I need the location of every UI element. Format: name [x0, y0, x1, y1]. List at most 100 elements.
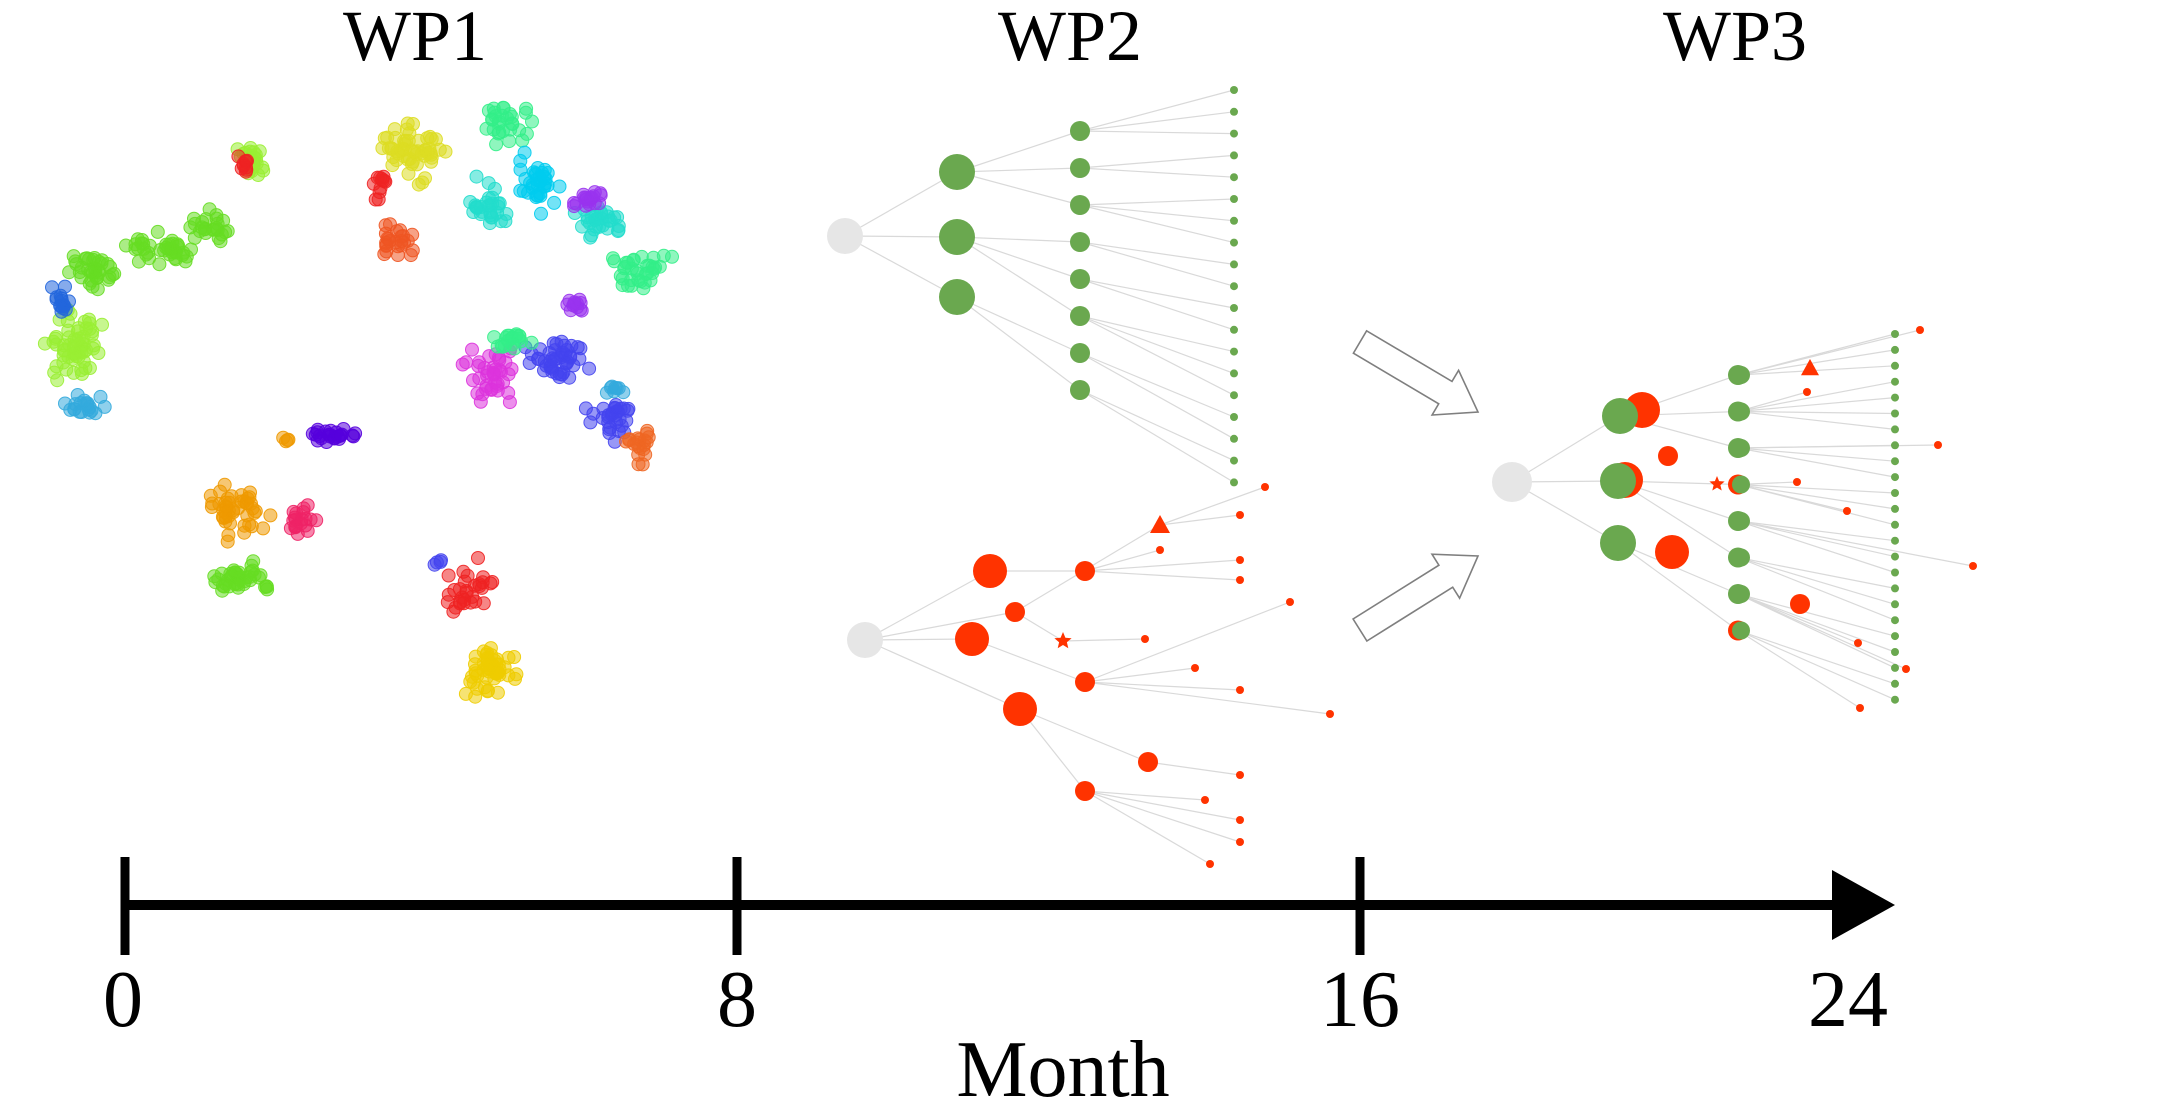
- wp2-red-tree-level3-node-10: [1236, 771, 1244, 779]
- wp2-green-tree-edge-8: [956, 236, 1081, 317]
- wp2-green-tree-level3-node-12: [1230, 347, 1238, 356]
- wp3-merged-tree-level2-node-18: [1709, 476, 1725, 491]
- scatter-point-532: [566, 358, 581, 373]
- wp2-red-tree-level1-node-3: [1005, 602, 1025, 622]
- wp3-merged-tree-level2-node-10: [1732, 439, 1750, 457]
- scatter-point-214: [54, 291, 69, 306]
- wp3-merged-tree-edge-19: [1737, 447, 1896, 462]
- wp2-green-tree-edge-27: [1079, 352, 1235, 440]
- wp3-merged-tree-level3-node-31: [1902, 665, 1910, 673]
- scatter-point-573: [471, 358, 486, 373]
- wp3-merged-tree-level2-node-13: [1732, 548, 1750, 567]
- wp2-red-tree-level2-node-1: [1075, 672, 1095, 692]
- wp2-red-tree-edge-6: [971, 638, 1086, 683]
- wp2-red-tree-level3-node-1: [1236, 511, 1244, 519]
- wp3-merged-tree-level3-node-28: [1843, 507, 1851, 515]
- wp3-merged-tree-level3-node-5: [1891, 409, 1899, 418]
- scatter-point-135: [82, 252, 96, 267]
- scatter-point-496: [582, 361, 597, 376]
- scatter-point-742: [205, 496, 220, 511]
- wp2-green-tree-edge-12: [1079, 111, 1235, 132]
- wp2-red-tree-level3-node-5: [1286, 598, 1294, 606]
- scatter-point-885: [468, 663, 483, 678]
- wp2-green-tree-level1-node-1: [939, 219, 975, 255]
- wp2-red-tree-level3-node-13: [1236, 838, 1244, 846]
- wp3-merged-tree-edge-31: [1737, 593, 1896, 653]
- wp3-merged-tree-level3-node-26: [1934, 441, 1942, 449]
- wp2-green-tree-level3-node-6: [1230, 216, 1238, 225]
- scatter-point-288: [417, 148, 432, 163]
- scatter-point-24: [256, 163, 271, 178]
- wp2-green-tree-level1-node-2: [939, 279, 975, 315]
- scatter-point-592: [490, 339, 505, 354]
- wp2-green-tree-level3-node-9: [1230, 282, 1238, 291]
- wp2-green-tree-level3-node-8: [1230, 260, 1238, 269]
- scatter-point-384: [547, 195, 562, 210]
- scatter-point-442: [665, 249, 679, 264]
- wp3-merged-tree-edge-22: [1737, 483, 1896, 510]
- scatter-point-69: [150, 224, 165, 239]
- wp3-merged-tree-level3-node-17: [1891, 600, 1899, 609]
- scatter-point-287: [438, 144, 453, 159]
- scatter-point-286: [384, 141, 399, 156]
- wp3-merged-tree-level3-node-8: [1891, 457, 1899, 466]
- wp2-red-tree-edge-3: [864, 611, 1016, 641]
- wp2-tree-diagrams: [827, 86, 1334, 868]
- wp2-green-tree-edge-13: [1079, 130, 1235, 135]
- wp2-red-tree-edge-13: [1084, 559, 1241, 572]
- wp2-green-tree-level3-node-11: [1230, 325, 1238, 334]
- wp3-merged-tree-level3-node-29: [1969, 562, 1977, 570]
- scatter-point-704: [312, 429, 327, 443]
- scatter-point-530: [531, 351, 546, 366]
- wp3-merged-tree-level3-node-2: [1891, 361, 1899, 370]
- wp3-merged-tree-level1-node-3: [1600, 463, 1636, 499]
- wp2-green-tree-edge-11: [1079, 89, 1235, 132]
- wp3-merged-tree-edge-29: [1737, 556, 1896, 621]
- scatter-point-273: [385, 158, 400, 173]
- wp2-red-tree-edge-16: [1062, 638, 1146, 642]
- wp3-merged-tree-edge-41: [1737, 593, 1859, 644]
- scatter-point-557: [466, 373, 480, 388]
- wp2-red-tree-level3-node-0: [1261, 483, 1269, 491]
- wp3-merged-tree-level3-node-22: [1891, 679, 1899, 688]
- wp3-merged-tree-level3-node-14: [1891, 552, 1899, 561]
- scatter-point-562: [478, 381, 493, 396]
- wp3-merged-tree-level1-node-6: [1658, 446, 1678, 466]
- wp3-merged-tree-level2-node-17: [1801, 359, 1819, 376]
- wp2-red-tree-level3-node-7: [1191, 664, 1199, 672]
- scatter-point-101: [152, 257, 167, 272]
- scatter-point-894: [492, 667, 507, 682]
- wp3-merged-tree-edge-12: [1737, 349, 1896, 376]
- wp2-green-tree-level3-node-0: [1230, 86, 1238, 94]
- scatter-point-808: [207, 569, 222, 584]
- scatter-point-738: [242, 517, 257, 532]
- wp2-red-tree-edge-21: [1084, 790, 1206, 801]
- scatter-point-326: [377, 173, 392, 188]
- scatter-point-39: [238, 154, 253, 169]
- wp2-green-tree-level3-node-1: [1230, 107, 1238, 116]
- wp3-merged-tree-level1-node-1: [1602, 398, 1638, 434]
- wp2-green-tree-level3-node-17: [1230, 456, 1238, 465]
- wp3-merged-tree-level2-node-11: [1732, 475, 1750, 494]
- wp2-red-tree-level2-node-0: [1075, 561, 1095, 581]
- scatter-point-311: [405, 243, 420, 258]
- wp3-merged-tree-level2-node-15: [1732, 621, 1750, 640]
- scatter-point-420: [575, 219, 589, 234]
- wp3-merged-tree-level2-node-14: [1732, 585, 1750, 603]
- scatter-point-390: [530, 161, 545, 175]
- wp2-green-tree-edge-5: [956, 171, 1081, 206]
- wp2-red-tree-edge-20: [1147, 761, 1241, 776]
- wp2-red-tree-level3-node-14: [1206, 860, 1214, 868]
- scatter-point-138: [94, 256, 109, 271]
- wp2-green-tree-edge-0: [844, 171, 958, 237]
- wp3-merged-tree-edge-14: [1737, 381, 1896, 413]
- wp2-red-tree-level3-node-8: [1236, 686, 1244, 694]
- scatter-point-740: [256, 521, 271, 536]
- wp2-red-tree-level3-node-3: [1236, 556, 1244, 564]
- scatter-point-187: [86, 341, 101, 356]
- wp3-merged-tree-edge-20: [1737, 447, 1896, 478]
- wp3-merged-tree-edge-13: [1737, 365, 1896, 376]
- scatter-point-381: [516, 184, 531, 199]
- wp2-red-tree-root-node: [847, 622, 883, 658]
